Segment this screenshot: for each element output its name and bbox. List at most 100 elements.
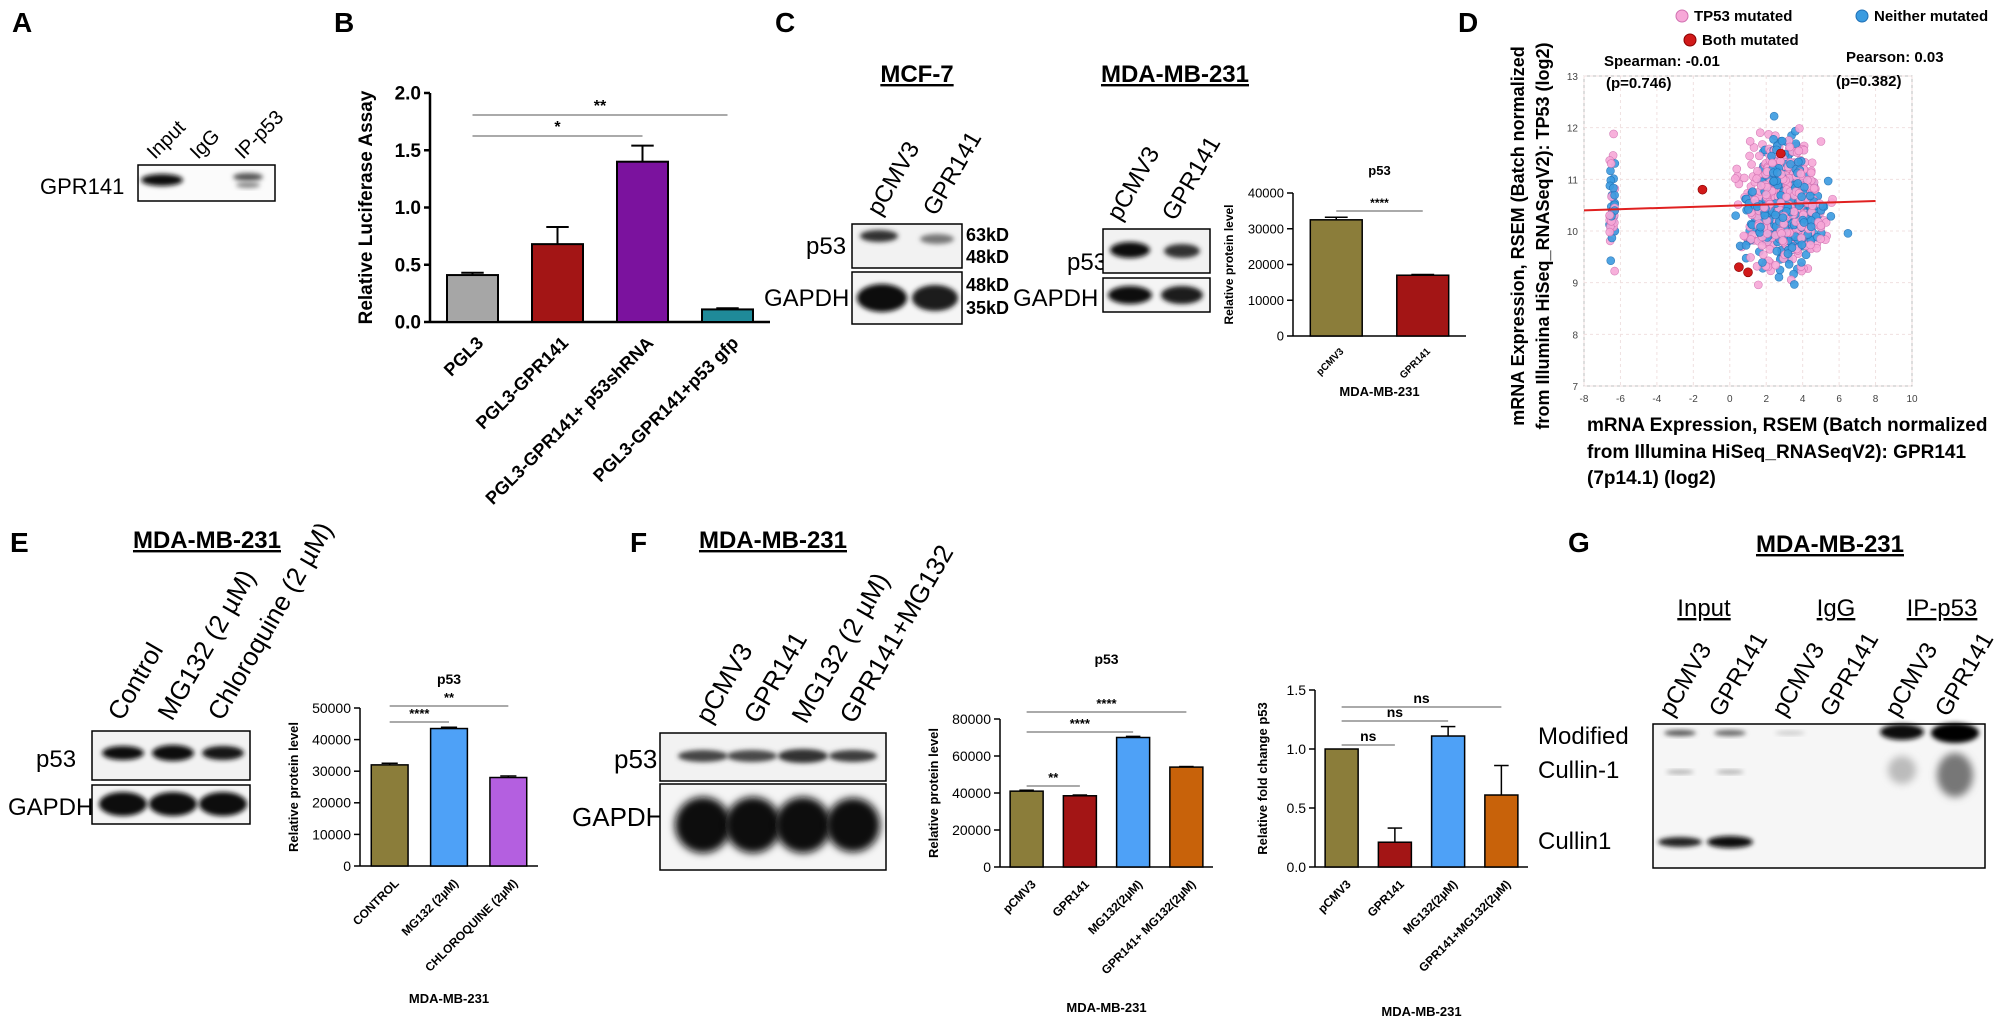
lane-label: GPR141 [1815,628,1884,721]
scatter-point [1778,213,1788,223]
scatter-point [1796,169,1806,179]
scatter-point [1609,129,1618,139]
panel-letter-d: D [1458,7,1478,38]
scatter-point [1797,192,1806,202]
lane-label: pCMV3 [1102,142,1165,225]
bar [1115,736,1151,868]
band [99,792,147,816]
scatter-point [1790,280,1799,289]
scatter-point [1769,176,1779,186]
x-axis-label: MDA-MB-231 [1066,1000,1146,1015]
scatter-point [1785,142,1795,152]
scatter-point [1763,229,1772,238]
x-tick-label: 6 [1836,394,1842,405]
row-label: GAPDH [1013,285,1098,312]
scatter-point [1806,168,1816,178]
y-tick-label: 11 [1568,175,1579,186]
scatter-point [1731,174,1740,183]
x-tick-label: 8 [1873,394,1879,405]
scatter-point [1777,136,1787,146]
marker-label: 35kD [966,298,1009,318]
lane-label: GPR141 [1157,132,1226,225]
category-label: GPR141+MG132(2µM) [1416,877,1514,975]
y-tick-label: 50000 [312,700,351,716]
band [1716,770,1744,774]
row-label: GAPDH [764,285,849,312]
band [141,174,183,186]
scatter-point [1745,136,1755,146]
band-label: Cullin-1 [1538,757,1619,784]
scatter-point [1843,229,1853,238]
category-label: pCMV3 [1000,877,1039,916]
x-tick-label: 10 [1906,394,1918,405]
scatter-point [1745,151,1754,161]
lane-label: IP-p53 [231,106,288,163]
x-tick-label: 0 [1727,394,1733,405]
scatter-point [1816,221,1826,230]
significance-label: **** [409,706,430,721]
y-tick-label: 10 [1567,227,1579,238]
scatter-point [1769,134,1778,144]
lane-label: GPR141 [1930,628,1999,721]
band [727,750,777,762]
band [102,746,144,760]
y-tick-label: 30000 [1248,221,1284,236]
y-tick-label: 30000 [312,763,351,779]
annotation: Spearman: -0.01 [1604,53,1720,70]
x-tick-label: -6 [1616,394,1625,405]
scatter-point [1605,210,1615,220]
x-axis-label: from Illumina HiSeq_RNASeqV2): GPR141 [1587,442,1966,463]
chart-d: -8 -6 -4 -2 0 2 4 6 8 10 7 8 9 10 11 12 13 Spearman: -0.0… [1508,8,1988,489]
scatter-point [1739,231,1749,241]
y-tick-label: 0.0 [1287,859,1307,875]
category-label: pCMV3 [1315,346,1347,378]
bar [1009,790,1044,868]
x-tick-label: -4 [1652,394,1661,405]
scatter-point [1771,260,1780,270]
bar [616,160,669,323]
scatter-point [1800,182,1809,192]
scatter-point-both [1776,148,1786,159]
significance-label: **** [1070,716,1091,731]
y-tick-label: 40000 [312,732,351,748]
scatter-point [1772,246,1782,256]
y-tick-label: 1.5 [395,141,422,162]
marker-label: 48kD [966,275,1009,295]
annotation: Pearson: 0.03 [1846,49,1944,66]
band-label: Cullin1 [1538,828,1611,855]
scatter-point [1783,249,1793,258]
scatter-point [1805,191,1815,201]
scatter-point [1765,244,1775,254]
x-tick-label: 4 [1800,394,1806,405]
scatter-point [1754,280,1763,290]
bar [1062,795,1098,868]
scatter-point [1739,173,1749,183]
lane-label: GPR141 [918,127,987,220]
x-tick-label: 2 [1763,394,1769,405]
scatter-point [1786,159,1795,169]
scatter-point [1782,192,1791,202]
row-label: GAPDH [8,794,93,821]
blot-title: MCF-7 [880,61,953,88]
scatter-point [1797,240,1807,250]
category-label: MG132 (2µM) [399,876,461,938]
band [778,749,828,763]
blot-frame [1652,723,1986,869]
y-tick-label: 20000 [1248,257,1284,272]
scatter-point [1749,143,1759,152]
scatter-point-both [1697,184,1708,195]
legend-label: TP53 mutated [1694,8,1792,25]
bar [1309,219,1363,337]
band [1666,770,1694,774]
y-tick-label: 10000 [1248,293,1284,308]
y-tick-label: 0.0 [395,313,421,334]
y-tick-label: 0 [343,858,351,874]
y-tick-label: 40000 [952,785,991,801]
chart-title: p53 [1094,651,1118,667]
category-label: PGL3-GPR141+p53 gfp [589,333,742,486]
band [1658,837,1702,847]
scatter-point-both [1734,262,1744,272]
legend-marker [1855,9,1869,23]
lane-label: GPR141 [1704,628,1773,721]
